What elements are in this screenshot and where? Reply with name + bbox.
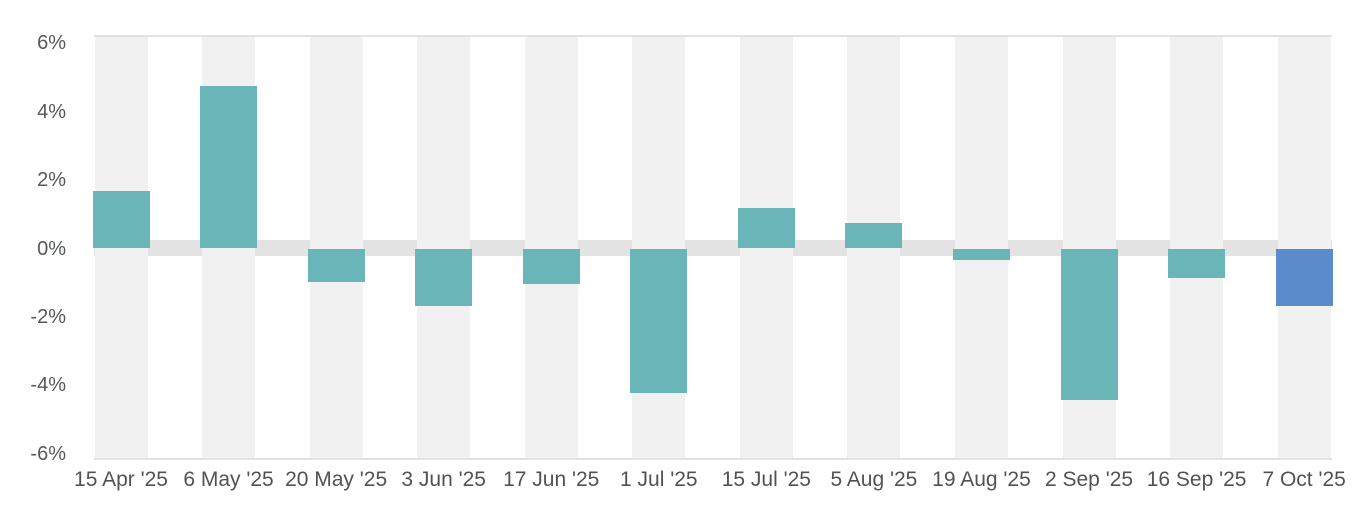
zero-line-band	[94, 240, 1332, 256]
bar[interactable]	[522, 248, 580, 285]
bar[interactable]	[845, 222, 903, 249]
x-axis-label: 5 Aug '25	[830, 468, 918, 491]
bar[interactable]	[1060, 248, 1118, 400]
x-axis-label: 3 Jun '25	[401, 468, 486, 491]
y-axis-label: -6%	[30, 442, 66, 465]
category-stripe	[954, 36, 1008, 459]
y-axis-label: 0%	[37, 237, 66, 260]
y-axis-label: 2%	[37, 169, 66, 192]
bar[interactable]	[1275, 248, 1333, 306]
bar[interactable]	[952, 248, 1010, 261]
category-stripe	[1277, 36, 1331, 459]
bar[interactable]	[200, 85, 258, 249]
x-axis-label: 16 Sep '25	[1146, 468, 1247, 491]
x-axis-label: 17 Jun '25	[503, 468, 600, 491]
plot-top-border	[94, 35, 1332, 37]
x-axis-label: 7 Oct '25	[1262, 468, 1346, 491]
x-axis-label: 20 May '25	[285, 468, 388, 491]
plot-bottom-border	[94, 458, 1332, 460]
bar[interactable]	[737, 208, 795, 249]
y-axis-label: -2%	[30, 305, 66, 328]
x-axis-label: 19 Aug '25	[932, 468, 1031, 491]
bar[interactable]	[415, 248, 473, 306]
y-axis-label: 6%	[37, 32, 66, 55]
category-stripe	[309, 36, 363, 459]
bar[interactable]	[1168, 248, 1226, 279]
category-stripe	[417, 36, 471, 459]
y-axis-label: -4%	[30, 374, 66, 397]
category-stripe	[524, 36, 578, 459]
x-axis-label: 2 Sep '25	[1044, 468, 1134, 491]
bar[interactable]	[630, 248, 688, 393]
category-stripe	[1170, 36, 1224, 459]
category-stripe	[632, 36, 686, 459]
x-axis-label: 6 May '25	[183, 468, 274, 491]
bar[interactable]	[92, 191, 150, 249]
x-axis-label: 1 Jul '25	[620, 468, 698, 491]
bar[interactable]	[307, 248, 365, 282]
x-axis-label: 15 Jul '25	[721, 468, 811, 491]
x-axis-label: 15 Apr '25	[74, 468, 168, 491]
y-axis-label: 4%	[37, 100, 66, 123]
